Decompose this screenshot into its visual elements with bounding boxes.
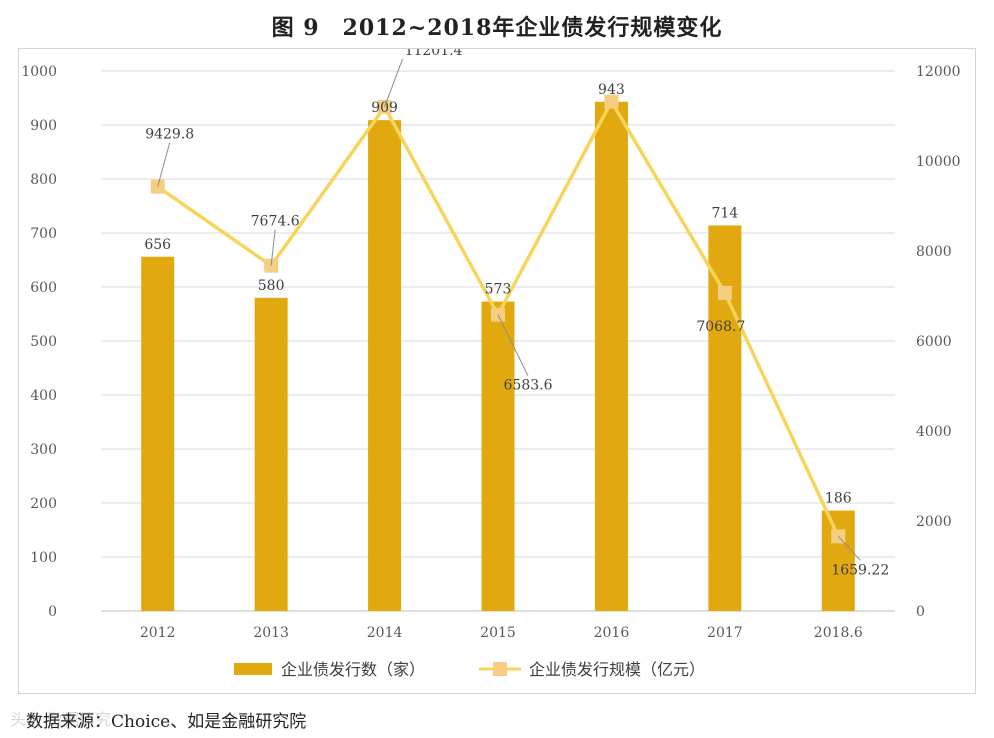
x-tick-label: 2018.6 bbox=[814, 625, 863, 641]
left-tick-label: 500 bbox=[30, 334, 57, 350]
legend-line-marker bbox=[493, 662, 507, 676]
left-tick-label: 0 bbox=[48, 604, 57, 620]
bar-value-label: 943 bbox=[598, 82, 625, 98]
line-marker bbox=[717, 285, 732, 300]
right-tick-label: 6000 bbox=[916, 334, 952, 350]
data-labels: 656 580 909 573 943 714 186 9429.8 7674.6 11201.4… bbox=[144, 49, 889, 578]
x-axis: 2012 2013 2014 2015 2016 2017 2018.6 bbox=[101, 610, 895, 641]
left-tick-label: 400 bbox=[30, 388, 57, 404]
left-tick-label: 800 bbox=[30, 172, 57, 188]
combo-chart: 0 100 200 300 400 500 600 700 800 900 1000 0 2000 40… bbox=[21, 49, 961, 679]
leader-line bbox=[270, 229, 276, 266]
leader-line bbox=[157, 142, 171, 187]
bar bbox=[141, 256, 175, 611]
bar-value-label: 909 bbox=[371, 100, 398, 116]
chart-title: 图 9 2012~2018年企业债发行规模变化 bbox=[271, 15, 723, 41]
left-tick-label: 600 bbox=[30, 280, 57, 296]
bar bbox=[821, 510, 855, 611]
bar bbox=[481, 301, 515, 611]
right-tick-label: 8000 bbox=[916, 244, 952, 260]
line-value-label: 11201.4 bbox=[405, 49, 463, 59]
x-tick-label: 2013 bbox=[253, 625, 289, 641]
x-tick-label: 2014 bbox=[367, 625, 403, 641]
right-tick-label: 12000 bbox=[916, 64, 961, 80]
legend-bar-swatch bbox=[234, 663, 272, 675]
data-source-note: 数据来源：Choice、如是金融研究院 bbox=[26, 712, 307, 732]
left-tick-label: 1000 bbox=[21, 64, 57, 80]
legend-bar-label: 企业债发行数（家） bbox=[281, 660, 425, 679]
line-marker bbox=[604, 94, 619, 109]
bar-value-label: 656 bbox=[144, 237, 171, 253]
left-tick-label: 200 bbox=[30, 496, 57, 512]
right-tick-label: 0 bbox=[916, 604, 925, 620]
right-tick-label: 10000 bbox=[916, 154, 961, 170]
right-tick-label: 2000 bbox=[916, 514, 952, 530]
right-axis: 0 2000 4000 6000 8000 10000 12000 bbox=[916, 64, 961, 620]
left-axis: 0 100 200 300 400 500 600 700 800 900 1000 bbox=[21, 64, 57, 620]
left-tick-label: 100 bbox=[30, 550, 57, 566]
line-value-label: 6583.6 bbox=[504, 378, 553, 394]
leader-line bbox=[497, 314, 529, 376]
left-tick-label: 300 bbox=[30, 442, 57, 458]
bar-series bbox=[141, 101, 855, 611]
bar bbox=[594, 101, 628, 611]
bar bbox=[254, 297, 288, 611]
watermark: 头条 数据研究 bbox=[10, 710, 112, 729]
legend: 企业债发行数（家） 企业债发行规模（亿元） bbox=[234, 660, 705, 679]
line-value-label: 9429.8 bbox=[145, 127, 194, 143]
left-tick-label: 700 bbox=[30, 226, 57, 242]
line-value-label: 7674.6 bbox=[251, 214, 300, 230]
bar bbox=[708, 225, 742, 611]
leader-line bbox=[837, 535, 861, 561]
right-tick-label: 4000 bbox=[916, 424, 952, 440]
line-value-label: 7068.7 bbox=[696, 319, 745, 335]
bar-value-label: 580 bbox=[258, 278, 285, 294]
bar-value-label: 714 bbox=[711, 205, 738, 221]
left-tick-label: 900 bbox=[30, 118, 57, 134]
x-tick-label: 2012 bbox=[140, 625, 176, 641]
bar bbox=[368, 120, 402, 611]
x-tick-label: 2017 bbox=[707, 625, 743, 641]
x-tick-label: 2015 bbox=[480, 625, 516, 641]
bar-value-label: 186 bbox=[825, 491, 852, 507]
chart-frame: 0 100 200 300 400 500 600 700 800 900 1000 0 2000 40… bbox=[18, 48, 976, 694]
line-value-label: 1659.22 bbox=[831, 562, 889, 578]
leader-line bbox=[384, 58, 404, 108]
bar-value-label: 573 bbox=[485, 282, 512, 298]
legend-line-label: 企业债发行规模（亿元） bbox=[529, 660, 705, 679]
x-tick-label: 2016 bbox=[594, 625, 630, 641]
